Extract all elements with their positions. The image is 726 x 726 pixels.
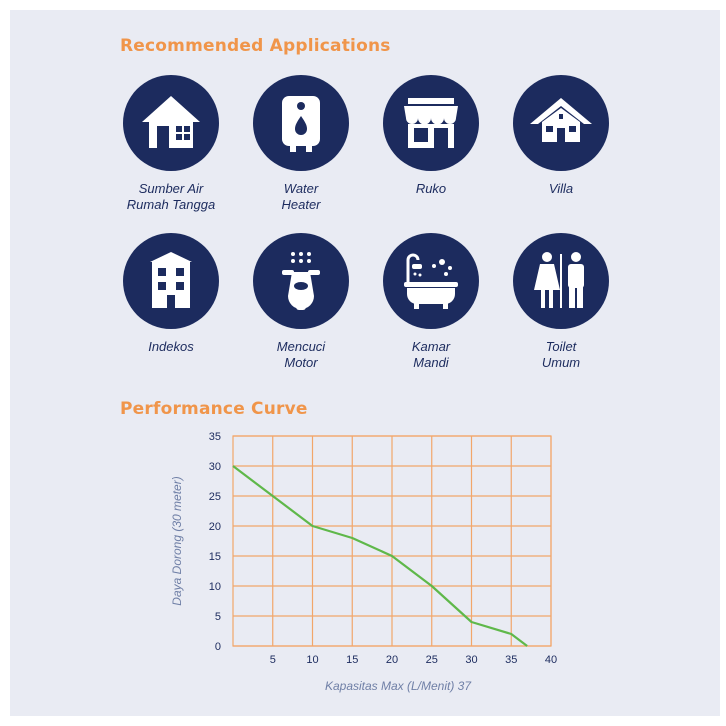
app-label: Mencuci Motor <box>276 339 326 370</box>
performance-curve-heading: Performance Curve <box>120 399 308 419</box>
scooter-wash-icon <box>253 233 349 329</box>
x-tick-label: 20 <box>386 654 398 666</box>
app-label: Water Heater <box>281 181 321 212</box>
app-item-sumber-air: Sumber Air Rumah Tangga <box>106 75 236 213</box>
building-icon <box>123 233 219 329</box>
x-tick-label: 40 <box>545 654 557 666</box>
app-label: Kamar Mandi <box>411 339 451 370</box>
restroom-icon <box>513 233 609 329</box>
x-tick-label: 35 <box>505 654 517 666</box>
app-label: Villa <box>548 181 574 196</box>
villa-icon <box>513 75 609 171</box>
y-axis-title: Daya Dorong (30 meter) <box>170 476 184 605</box>
house-icon <box>123 75 219 171</box>
app-item-mencuci-motor: Mencuci Motor <box>236 233 366 371</box>
app-item-kamar-mandi: Kamar Mandi <box>366 233 496 371</box>
water-heater-icon <box>253 75 349 171</box>
recommended-applications-heading: Recommended Applications <box>120 36 391 56</box>
x-tick-label: 25 <box>426 654 438 666</box>
x-tick-label: 10 <box>306 654 318 666</box>
x-axis-title: Kapasitas Max (L/Menit) 37 <box>325 679 472 693</box>
y-tick-label: 15 <box>209 551 221 563</box>
y-tick-label: 5 <box>215 611 221 623</box>
shop-icon <box>383 75 479 171</box>
bathtub-icon <box>383 233 479 329</box>
x-tick-label: 30 <box>465 654 477 666</box>
app-label: Indekos <box>148 339 194 354</box>
chart-grid <box>232 435 552 647</box>
app-item-water-heater: Water Heater <box>236 75 366 213</box>
app-label: Toilet Umum <box>541 339 581 370</box>
y-tick-label: 30 <box>209 461 221 473</box>
app-item-ruko: Ruko <box>366 75 496 197</box>
chart-points <box>232 465 528 647</box>
app-label: Sumber Air Rumah Tangga <box>126 181 216 212</box>
x-tick-label: 15 <box>346 654 358 666</box>
y-tick-label: 20 <box>209 521 221 533</box>
y-tick-label: 25 <box>209 491 221 503</box>
performance-line <box>232 465 528 647</box>
x-tick-label: 5 <box>270 654 276 666</box>
app-label: Ruko <box>415 181 447 196</box>
app-item-villa: Villa <box>496 75 626 197</box>
chart-ticks: 5 10 15 20 25 30 35 40 0 5 10 15 20 25 30 35 <box>209 431 557 666</box>
app-item-indekos: Indekos <box>106 233 236 355</box>
y-tick-label: 10 <box>209 581 221 593</box>
y-tick-label: 35 <box>209 431 221 443</box>
app-item-toilet-umum: Toilet Umum <box>496 233 626 371</box>
y-tick-label: 0 <box>215 641 221 653</box>
